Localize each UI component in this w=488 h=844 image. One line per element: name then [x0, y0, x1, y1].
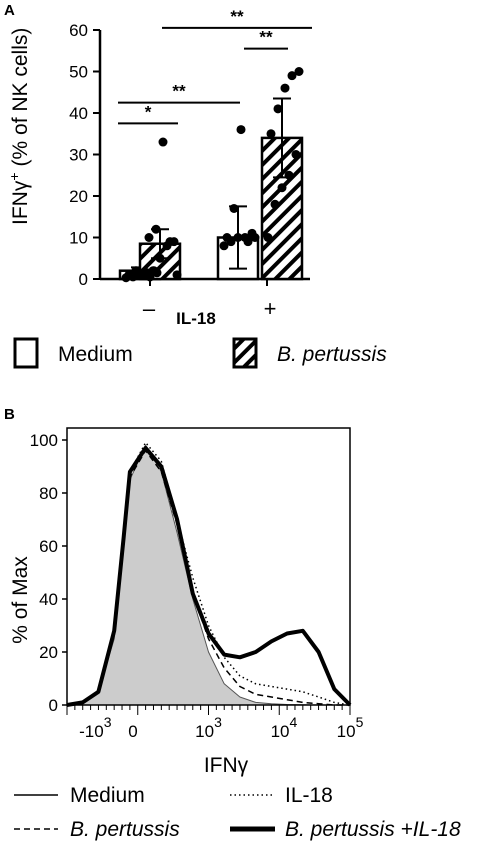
- panel-b-xtick-label: 103: [195, 714, 222, 741]
- data-point: [229, 203, 239, 213]
- data-point: [287, 71, 297, 81]
- significance-label: **: [172, 82, 186, 101]
- panel-a-ytick-label: 60: [69, 21, 88, 40]
- data-point: [222, 233, 232, 242]
- data-point: [236, 125, 246, 135]
- data-point: [151, 224, 161, 234]
- legend-medium-label: Medium: [58, 343, 133, 366]
- panel-a-label: A: [4, 2, 15, 19]
- legend-b-il18-label: IL-18: [285, 784, 333, 807]
- panel-a-xlabel: IL-18: [176, 309, 216, 328]
- panel-b-ytick-label: 20: [39, 643, 58, 662]
- data-point: [263, 233, 273, 242]
- x-group-minus: –: [143, 296, 156, 321]
- significance-label: **: [230, 7, 244, 26]
- panel-b-axes: 0 20 40 60 80 100 -103 0 103 104 105: [30, 427, 364, 741]
- data-point: [165, 237, 175, 247]
- panel-b-ytick-label: 80: [39, 484, 58, 503]
- data-point: [270, 199, 280, 209]
- legend-pertussis-swatch: [232, 337, 258, 369]
- data-point: [233, 233, 243, 242]
- data-point: [243, 237, 253, 247]
- data-point: [148, 266, 158, 276]
- panel-a-ytick-label: 20: [69, 187, 88, 206]
- legend-b-pertussis-il18-label: B. pertussis +IL-18: [285, 818, 461, 841]
- panel-a-ytick-label: 10: [69, 229, 88, 248]
- panel-b-ylabel: % of Max: [9, 556, 32, 644]
- panel-a-ytick-label: 30: [69, 146, 88, 165]
- panel-b-ytick-label: 40: [39, 590, 58, 609]
- panel-b-ytick-label: 0: [49, 696, 58, 715]
- panel-b-xlabel: IFNγ: [204, 754, 249, 777]
- data-point: [131, 266, 141, 276]
- data-point: [284, 170, 294, 180]
- panel-a-ylabel: IFNγ+(% of NK cells): [6, 28, 32, 225]
- panel-b-ytick-label: 60: [39, 537, 58, 556]
- legend-pertussis-label: B. pertussis: [277, 343, 387, 366]
- histogram-medium: [66, 444, 351, 706]
- panel-b-curves: [66, 441, 352, 707]
- x-group-plus: +: [264, 296, 277, 321]
- panel-a-ytick-label: 40: [69, 104, 88, 123]
- data-point: [266, 129, 276, 139]
- data-point: [277, 183, 287, 193]
- legend-b-medium-label: Medium: [70, 784, 145, 807]
- data-point: [273, 104, 283, 114]
- histogram-b-pertussis-il-18: [66, 445, 352, 707]
- panel-a-significance: *******: [118, 7, 312, 125]
- data-point: [158, 137, 168, 147]
- data-point: [124, 270, 134, 280]
- panel-a-points: [121, 67, 304, 283]
- significance-label: *: [145, 102, 152, 121]
- data-point: [250, 233, 260, 242]
- significance-label: **: [259, 28, 273, 47]
- data-point: [141, 270, 151, 280]
- legend-medium-swatch: [13, 337, 39, 369]
- data-point: [144, 233, 154, 242]
- panel-a-bars: [118, 97, 304, 281]
- data-point: [291, 150, 301, 159]
- panel-a-ytick-label: 50: [69, 63, 88, 82]
- panel-b-xtick-label: 0: [128, 722, 137, 741]
- data-point: [219, 241, 229, 251]
- data-point: [280, 83, 290, 93]
- panel-b-ytick-label: 100: [30, 431, 58, 450]
- panel-b-label: B: [4, 406, 15, 423]
- panel-b-xtick-label: 104: [271, 714, 298, 741]
- legend-b-pertussis-label: B. pertussis: [70, 818, 180, 841]
- panel-a-ytick-label: 0: [79, 270, 88, 289]
- panel-b-xtick-label: 105: [337, 714, 364, 741]
- data-point: [294, 67, 304, 76]
- panel-b-xtick-label: -103: [79, 714, 112, 741]
- data-point: [155, 253, 165, 263]
- data-point: [172, 270, 182, 280]
